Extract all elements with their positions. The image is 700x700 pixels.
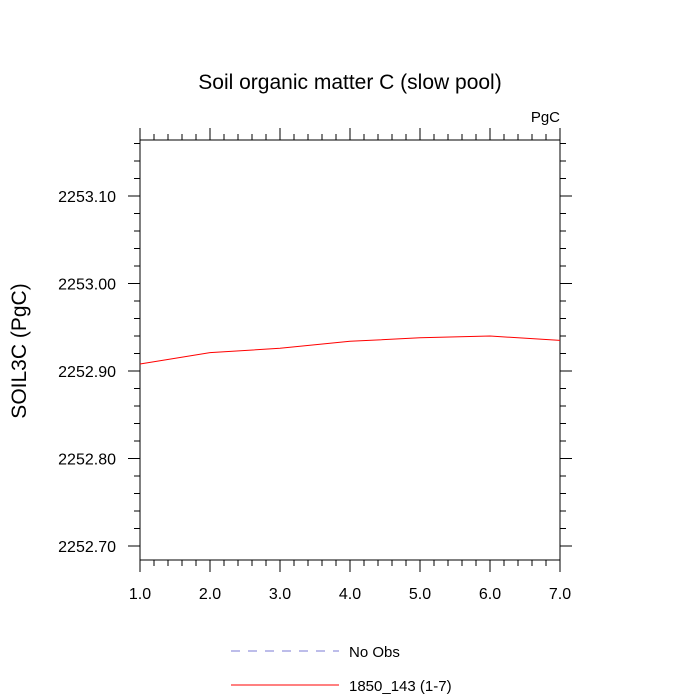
y-tick-label: 2253.00: [58, 277, 116, 294]
y-axis: 2252.70 2252.80 2252.90 2253.00 2253.10: [58, 189, 572, 556]
x-tick-label: 7.0: [549, 586, 571, 603]
legend-label: 1850_143 (1-7): [349, 678, 452, 695]
chart-title: Soil organic matter C (slow pool): [198, 71, 501, 94]
legend: No Obs 1850_143 (1-7): [231, 644, 452, 695]
units-label: PgC: [531, 109, 560, 126]
x-tick-label: 3.0: [269, 586, 291, 603]
minor-ticks: [134, 134, 566, 566]
x-tick-label: 1.0: [129, 586, 151, 603]
series-line-1: [139, 335, 561, 365]
y-tick-label: 2252.90: [58, 364, 116, 381]
x-tick-label: 5.0: [409, 586, 431, 603]
x-axis: 1.0 2.0 3.0 4.0 5.0 6.0 7.0: [129, 128, 571, 603]
series-layer: [139, 335, 561, 365]
y-tick-label: 2253.10: [58, 189, 116, 206]
x-tick-label: 4.0: [339, 586, 361, 603]
plot-frame: [139, 139, 561, 561]
legend-label: No Obs: [349, 644, 400, 661]
y-axis-label: SOIL3C (PgC): [8, 283, 31, 418]
x-tick-label: 6.0: [479, 586, 501, 603]
y-tick-label: 2252.80: [58, 452, 116, 469]
x-tick-label: 2.0: [199, 586, 221, 603]
y-tick-label: 2252.70: [58, 539, 116, 556]
